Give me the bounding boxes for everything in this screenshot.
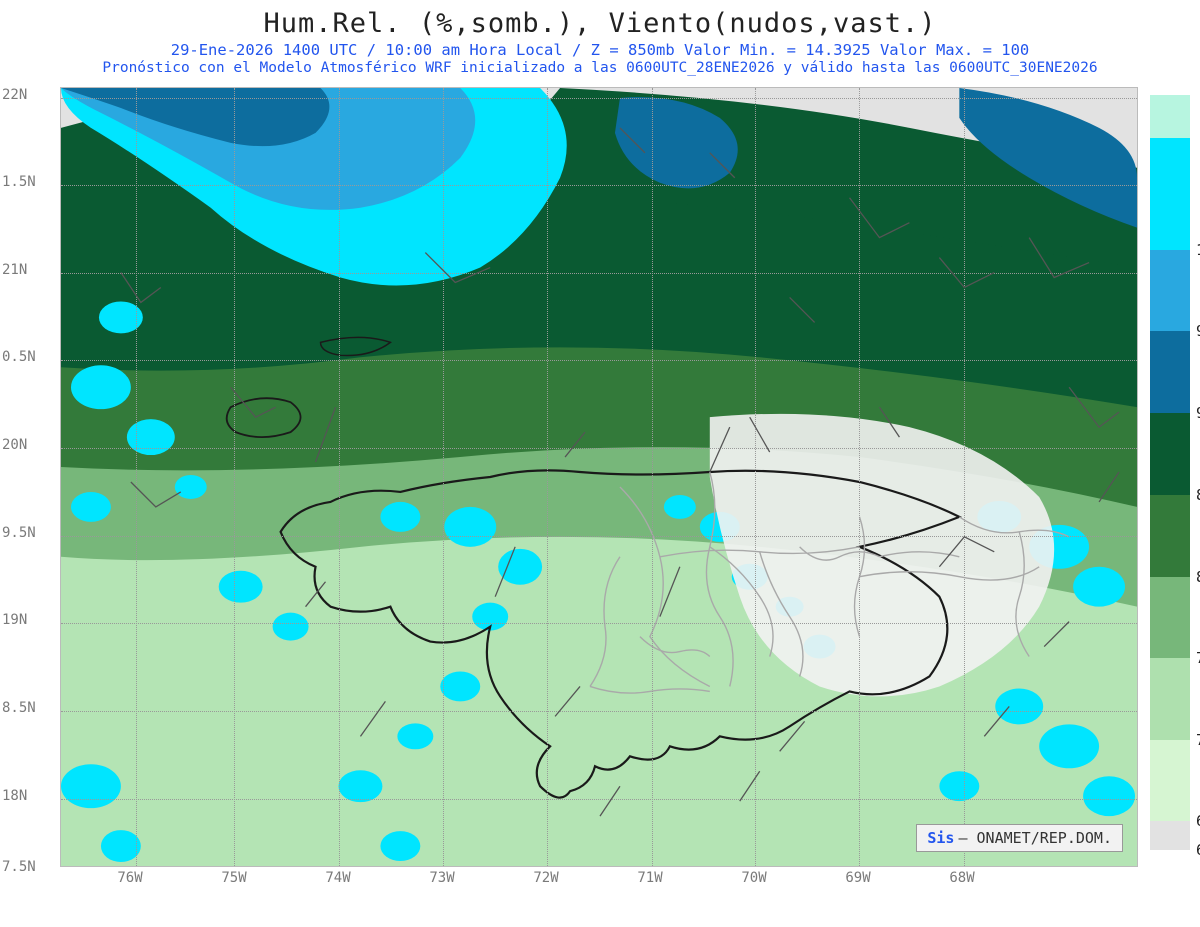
cb-tick-100: 100 xyxy=(1196,241,1200,259)
ytick-5: 9.5N xyxy=(2,525,36,541)
attribution-logo-box[interactable]: Sis — ONAMET/REP.DOM. xyxy=(916,824,1123,852)
sis-label: Sis xyxy=(927,829,954,847)
cb-tick-75: 75 xyxy=(1196,649,1200,667)
cb-tick-60: 60 xyxy=(1196,841,1200,859)
xtick-2: 74W xyxy=(325,870,350,886)
cb-tick-80: 80 xyxy=(1196,568,1200,586)
colorbar-legend[interactable]: 100 95 90 85 80 75 70 65 60 xyxy=(1150,95,1190,850)
weather-map-plot[interactable]: Sis — ONAMET/REP.DOM. xyxy=(60,87,1138,867)
cb-seg-7 xyxy=(1150,658,1190,740)
ytick-2: 21N xyxy=(2,262,27,278)
ytick-4: 20N xyxy=(2,437,27,453)
xtick-7: 69W xyxy=(845,870,870,886)
xtick-3: 73W xyxy=(429,870,454,886)
ytick-1: 1.5N xyxy=(2,174,36,190)
cb-seg-1 xyxy=(1150,138,1190,250)
cb-seg-4 xyxy=(1150,413,1190,495)
ytick-9: 7.5N xyxy=(2,859,36,875)
ytick-3: 0.5N xyxy=(2,349,36,365)
cb-seg-6 xyxy=(1150,577,1190,659)
xtick-5: 71W xyxy=(637,870,662,886)
ytick-6: 19N xyxy=(2,612,27,628)
subtitle-line1: 29-Ene-2026 1400 UTC / 10:00 am Hora Loc… xyxy=(0,41,1200,59)
cb-tick-65: 65 xyxy=(1196,812,1200,830)
cb-seg-2 xyxy=(1150,250,1190,332)
cb-seg-3 xyxy=(1150,331,1190,413)
xtick-0: 76W xyxy=(117,870,142,886)
header-block: Hum.Rel. (%,somb.), Viento(nudos,vast.) … xyxy=(0,8,1200,76)
cb-seg-5 xyxy=(1150,495,1190,577)
cb-tick-90: 90 xyxy=(1196,404,1200,422)
ytick-8: 18N xyxy=(2,788,27,804)
cb-seg-0 xyxy=(1150,95,1190,138)
weather-map-app: Hum.Rel. (%,somb.), Viento(nudos,vast.) … xyxy=(0,0,1200,927)
xtick-8: 68W xyxy=(949,870,974,886)
onamet-label: — ONAMET/REP.DOM. xyxy=(958,829,1112,847)
xtick-4: 72W xyxy=(533,870,558,886)
ytick-0: 22N xyxy=(2,87,27,103)
subtitle-line2: Pronóstico con el Modelo Atmosférico WRF… xyxy=(0,60,1200,76)
ytick-7: 8.5N xyxy=(2,700,36,716)
cb-tick-85: 85 xyxy=(1196,486,1200,504)
cb-tick-70: 70 xyxy=(1196,731,1200,749)
cb-seg-8 xyxy=(1150,740,1190,822)
wind-barbs-svg xyxy=(61,88,1137,866)
xtick-6: 70W xyxy=(741,870,766,886)
cb-tick-95: 95 xyxy=(1196,322,1200,340)
xtick-1: 75W xyxy=(221,870,246,886)
cb-seg-9 xyxy=(1150,821,1190,850)
main-title: Hum.Rel. (%,somb.), Viento(nudos,vast.) xyxy=(0,8,1200,39)
